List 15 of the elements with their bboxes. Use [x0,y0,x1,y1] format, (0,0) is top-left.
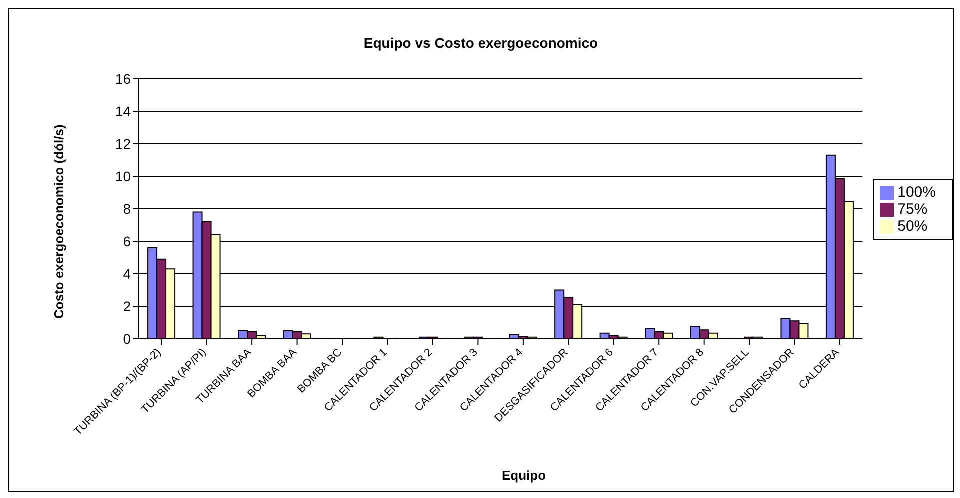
chart-title: Equipo vs Costo exergoeconomico [362,35,600,51]
y-tick-label: 0 [123,330,132,347]
y-tick-label: 16 [115,70,132,87]
y-tick-label: 4 [123,266,132,282]
x-axis-title: Equipo [500,468,548,483]
y-axis-title: Costo exergoeconomico (dól/s) [52,124,67,319]
legend-label: 75% [898,201,928,218]
legend-label: 100% [898,184,936,201]
y-tick-label: 8 [123,200,132,217]
y-tick-label: 2 [123,298,132,314]
y-tick-label: 14 [115,103,132,120]
y-tick-label: 6 [123,233,132,250]
y-tick-label: 10 [115,168,132,184]
y-tick-label: 12 [115,136,132,152]
legend-label: 50% [898,218,928,235]
